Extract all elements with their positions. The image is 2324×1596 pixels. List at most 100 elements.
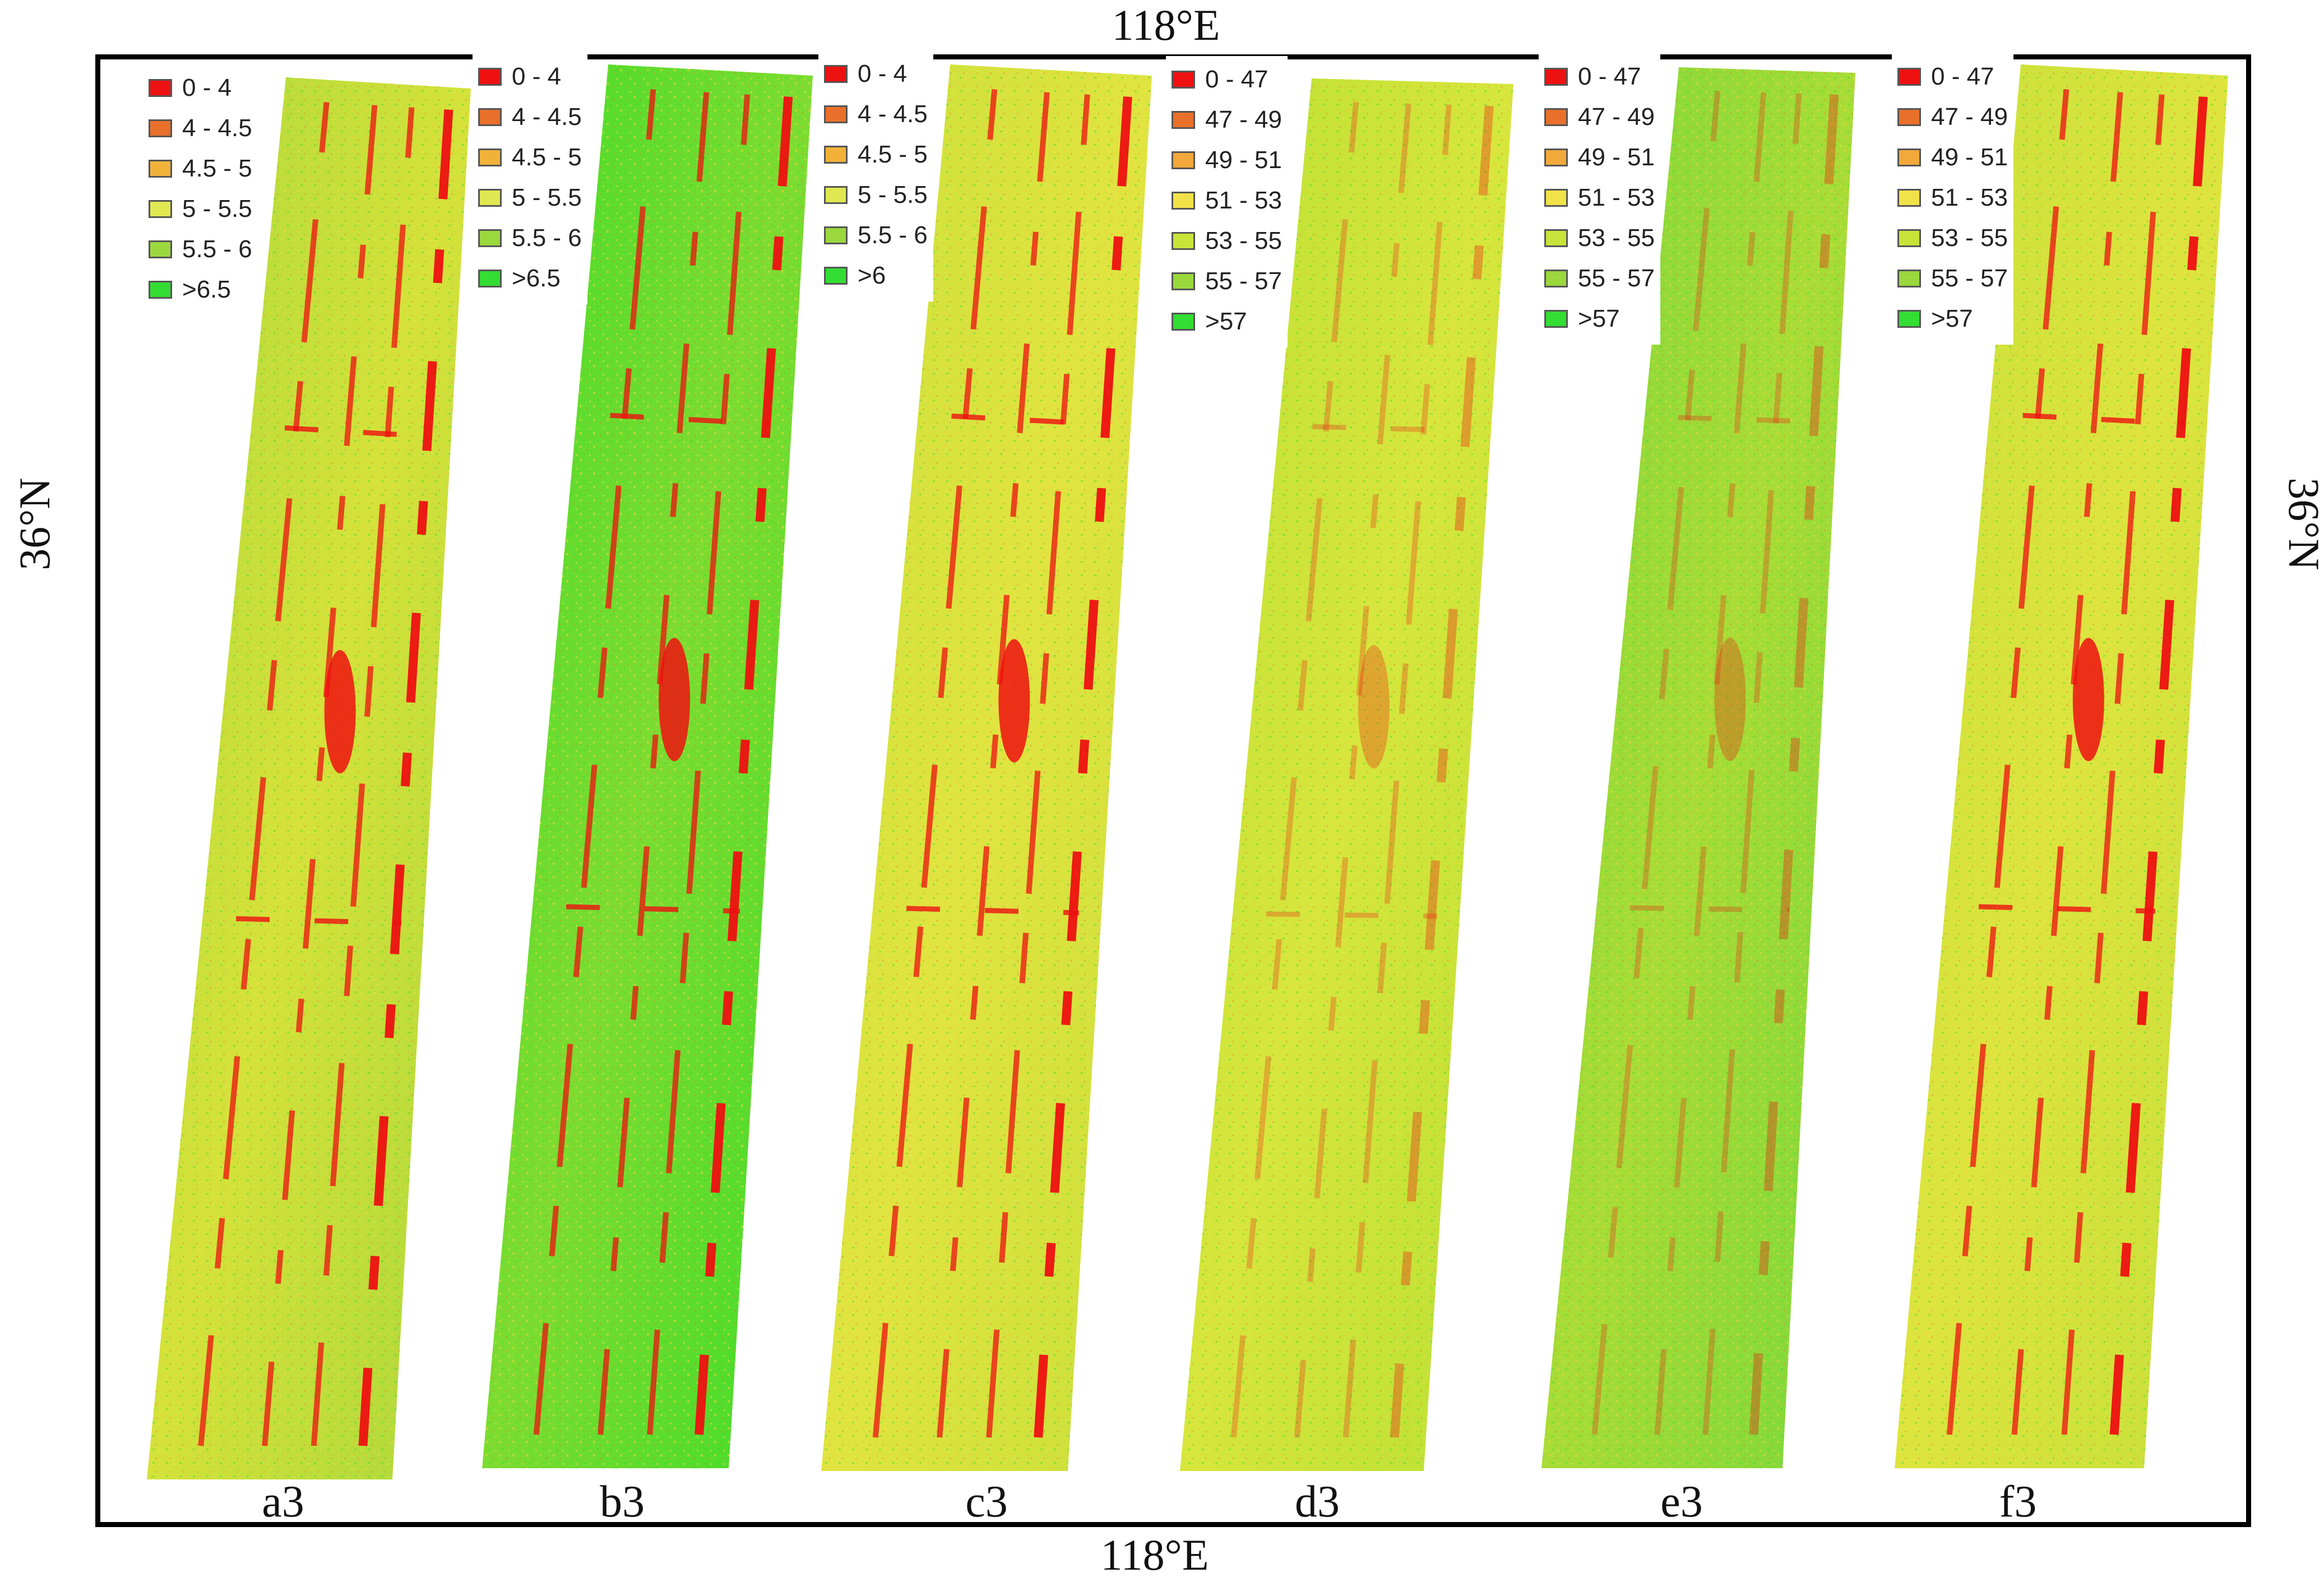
legend-label: 5 - 5.5 (858, 181, 928, 208)
legend-c3: 0 - 4 4 - 4.5 4.5 - 5 5 - 5.5 5.5 - 6 >6 (818, 50, 933, 301)
legend-label: 0 - 4 (182, 74, 232, 101)
legend-item: 5.5 - 6 (149, 229, 252, 270)
legend-swatch (1172, 192, 1195, 210)
legend-b3: 0 - 4 4 - 4.5 4.5 - 5 5 - 5.5 5.5 - 6 >6.5 (473, 53, 587, 304)
legend-item: 4 - 4.5 (824, 94, 928, 134)
panel-label-f3: f3 (1999, 1477, 2037, 1527)
legend-label: 47 - 49 (1205, 106, 1282, 133)
low-value-band (906, 906, 1080, 916)
legend-f3: 0 - 47 47 - 49 49 - 51 51 - 53 53 - 55 55 - 5… (1892, 53, 2013, 345)
legend-item: 0 - 4 (149, 68, 252, 108)
legend-item: 55 - 57 (1544, 258, 1655, 299)
legend-item: 5 - 5.5 (824, 175, 928, 215)
legend-label: 4 - 4.5 (858, 100, 928, 128)
legend-item: 51 - 53 (1897, 178, 2008, 218)
legend-swatch (1172, 151, 1195, 169)
legend-item: 47 - 49 (1897, 97, 2008, 137)
legend-swatch (1897, 310, 1921, 328)
legend-label: 0 - 47 (1931, 63, 1994, 90)
legend-item: >57 (1172, 301, 1282, 342)
legend-swatch (1172, 71, 1195, 89)
legend-label: >6 (858, 262, 886, 289)
legend-item: 0 - 4 (824, 54, 928, 94)
legend-item: 0 - 4 (478, 57, 582, 97)
legend-swatch (149, 281, 172, 299)
legend-swatch (1544, 189, 1568, 207)
low-value-band (1312, 424, 1469, 434)
low-value-streak (533, 89, 656, 1435)
legend-item: 49 - 51 (1544, 137, 1655, 178)
legend-item: 0 - 47 (1544, 57, 1655, 97)
legend-label: 53 - 55 (1578, 224, 1655, 252)
legend-swatch (824, 186, 848, 204)
legend-swatch (1544, 310, 1568, 328)
legend-item: 4 - 4.5 (478, 97, 582, 137)
field-strip-c3 (821, 64, 1152, 1471)
legend-item: 55 - 57 (1172, 261, 1282, 301)
legend-label: 4.5 - 5 (182, 155, 252, 182)
legend-item: 5 - 5.5 (149, 189, 252, 229)
low-value-band (2022, 412, 2185, 426)
low-value-patch (324, 649, 356, 773)
panel-label-d3: d3 (1295, 1477, 1340, 1527)
legend-swatch (824, 226, 848, 244)
legend-item: 53 - 55 (1897, 218, 2008, 258)
legend-swatch (149, 119, 172, 137)
legend-swatch (1544, 108, 1568, 126)
legend-label: >6.5 (182, 276, 231, 303)
legend-label: 55 - 57 (1205, 267, 1282, 295)
legend-swatch (824, 65, 848, 83)
legend-label: 53 - 55 (1931, 224, 2008, 252)
legend-swatch (1897, 149, 1921, 166)
legend-a3: 0 - 4 4 - 4.5 4.5 - 5 5 - 5.5 5.5 - 6 >6.5 (143, 64, 258, 316)
field-strip-d3 (1180, 78, 1513, 1471)
legend-item: 4 - 4.5 (149, 108, 252, 149)
legend-swatch (1897, 189, 1921, 207)
legend-item: 55 - 57 (1897, 258, 2008, 299)
low-value-streak (262, 105, 378, 1446)
panel-label-b3: b3 (600, 1477, 645, 1527)
legend-item: 53 - 55 (1544, 218, 1655, 258)
legend-item: >6 (824, 256, 928, 296)
legend-label: 51 - 53 (1578, 184, 1655, 211)
legend-label: 49 - 51 (1578, 143, 1655, 171)
legend-label: 5.5 - 6 (512, 224, 582, 252)
low-value-streak (2109, 96, 2208, 1435)
legend-label: 4 - 4.5 (512, 103, 582, 131)
low-value-streak (1230, 101, 1359, 1438)
low-value-streak (2011, 92, 2123, 1435)
legend-label: >57 (1578, 305, 1620, 332)
legend-item: 4.5 - 5 (824, 134, 928, 175)
low-value-band (1978, 904, 2156, 914)
field-strip-f3 (1895, 64, 2228, 1468)
legend-swatch (1544, 68, 1568, 86)
low-value-streak (311, 107, 415, 1446)
low-value-band (566, 904, 740, 914)
legend-label: 53 - 55 (1205, 227, 1282, 254)
legend-item: 5.5 - 6 (478, 218, 582, 258)
legend-label: 55 - 57 (1931, 265, 2008, 292)
low-value-streak (1591, 90, 1721, 1435)
legend-swatch (478, 68, 502, 86)
low-value-streak (598, 92, 710, 1435)
legend-label: 51 - 53 (1931, 184, 2008, 211)
panel-label-e3: e3 (1660, 1477, 1703, 1527)
legend-item: 47 - 49 (1544, 97, 1655, 137)
legend-item: 4.5 - 5 (478, 137, 582, 178)
low-value-band (236, 916, 402, 926)
legend-label: 55 - 57 (1578, 265, 1655, 292)
legend-swatch (1544, 229, 1568, 247)
legend-item: 0 - 47 (1172, 59, 1282, 100)
legend-item: 53 - 55 (1172, 221, 1282, 261)
legend-swatch (478, 149, 502, 166)
legend-item: 5 - 5.5 (478, 178, 582, 218)
low-value-patch (1714, 638, 1746, 762)
legend-label: 47 - 49 (1931, 103, 2008, 131)
legend-swatch (1544, 270, 1568, 287)
legend-item: 51 - 53 (1172, 180, 1282, 221)
legend-item: 49 - 51 (1172, 140, 1282, 180)
low-value-streak (872, 89, 998, 1438)
legend-swatch (824, 146, 848, 164)
low-value-streak (358, 109, 453, 1446)
